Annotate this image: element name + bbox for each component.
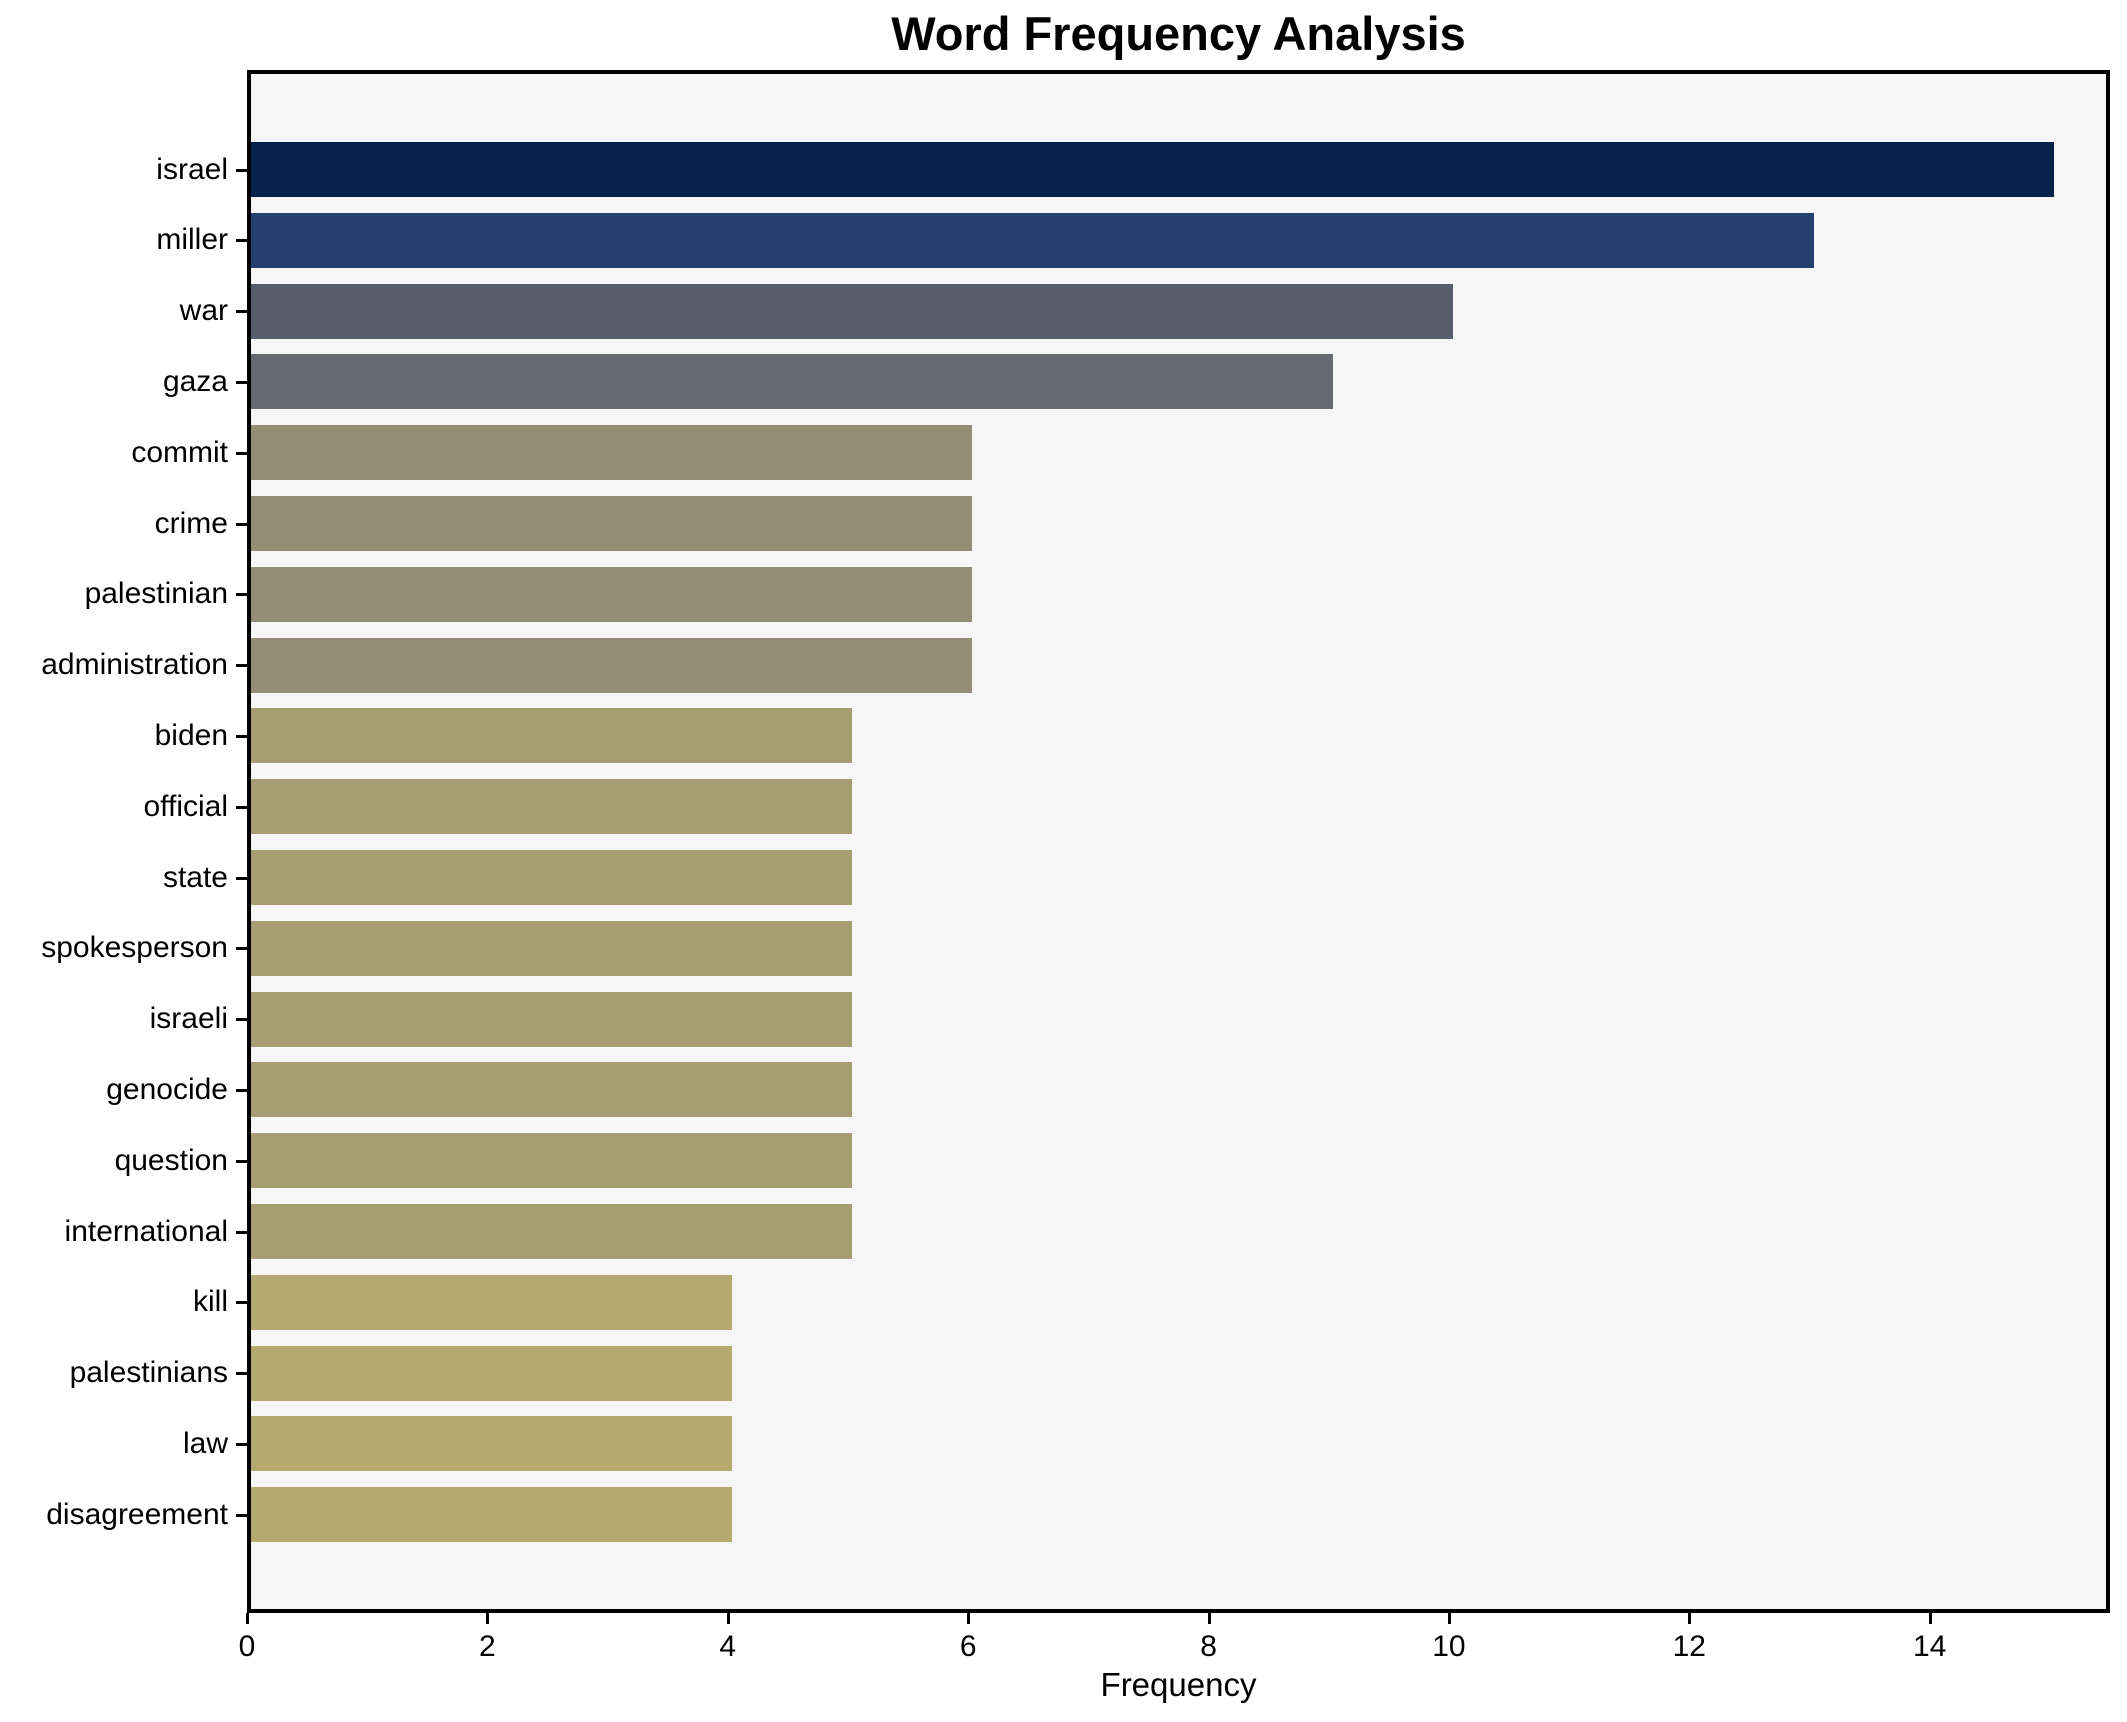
x-tick-mark xyxy=(1207,1613,1211,1624)
bar-spokesperson xyxy=(251,920,852,976)
x-tick-label-6: 6 xyxy=(959,1630,977,1663)
y-tick-label-genocide: genocide xyxy=(106,1072,228,1106)
y-tick-label-israeli: israeli xyxy=(149,1002,228,1036)
bar-law xyxy=(251,1416,732,1472)
bar-commit xyxy=(251,425,973,481)
y-tick-label-war: war xyxy=(179,294,228,328)
y-tick-label-spokesperson: spokesperson xyxy=(41,931,228,965)
x-tick-label-0: 0 xyxy=(238,1630,256,1663)
bar-official xyxy=(251,779,852,835)
y-tick-label-crime: crime xyxy=(154,506,228,540)
y-tick-mark xyxy=(236,168,247,172)
bar-palestinians xyxy=(251,1345,732,1401)
y-tick-label-palestinian: palestinian xyxy=(84,577,228,611)
y-tick-mark xyxy=(236,1372,247,1376)
y-tick-label-official: official xyxy=(143,789,229,823)
x-tick-mark xyxy=(726,1613,730,1624)
y-tick-label-international: international xyxy=(64,1214,228,1248)
y-tick-mark xyxy=(236,451,247,455)
bar-miller xyxy=(251,212,1814,268)
chart-title: Word Frequency Analysis xyxy=(891,7,1466,60)
y-tick-label-disagreement: disagreement xyxy=(46,1497,228,1531)
y-tick-label-state: state xyxy=(162,860,228,894)
y-tick-label-palestinians: palestinians xyxy=(69,1356,228,1390)
x-tick-label-2: 2 xyxy=(479,1630,496,1663)
y-tick-mark xyxy=(236,947,247,951)
x-tick-label-10: 10 xyxy=(1432,1630,1466,1663)
bar-gaza xyxy=(251,354,1333,410)
x-tick-mark xyxy=(967,1613,971,1624)
y-tick-mark xyxy=(236,734,247,738)
bar-palestinian xyxy=(251,566,973,622)
x-tick-mark xyxy=(1928,1613,1932,1624)
x-tick-label-14: 14 xyxy=(1913,1630,1947,1663)
x-tick-label-4: 4 xyxy=(719,1630,737,1663)
bar-administration xyxy=(251,637,973,693)
x-tick-mark xyxy=(1688,1613,1692,1624)
bar-kill xyxy=(251,1274,732,1330)
y-tick-mark xyxy=(236,1230,247,1234)
y-tick-label-israel: israel xyxy=(156,152,228,186)
y-tick-mark xyxy=(236,380,247,384)
y-tick-label-commit: commit xyxy=(131,435,228,469)
y-tick-mark xyxy=(236,664,247,668)
y-tick-mark xyxy=(236,876,247,880)
bar-disagreement xyxy=(251,1487,732,1543)
bar-state xyxy=(251,850,852,905)
y-tick-label-biden: biden xyxy=(154,718,228,752)
y-tick-mark xyxy=(236,310,247,314)
bar-crime xyxy=(251,496,973,551)
y-tick-mark xyxy=(236,1088,247,1092)
y-tick-mark xyxy=(236,805,247,809)
x-tick-mark xyxy=(486,1613,490,1624)
plot-area xyxy=(247,70,2110,1613)
x-tick-mark xyxy=(246,1613,249,1624)
bar-genocide xyxy=(251,1062,852,1118)
bar-israel xyxy=(251,142,2054,197)
bar-international xyxy=(251,1204,852,1259)
x-axis-label: Frequency xyxy=(1100,1666,1257,1703)
y-tick-mark xyxy=(236,1442,247,1446)
y-tick-label-gaza: gaza xyxy=(162,364,228,398)
y-tick-label-question: question xyxy=(114,1143,228,1177)
y-tick-label-administration: administration xyxy=(41,648,228,682)
y-tick-mark xyxy=(236,1159,247,1163)
bar-biden xyxy=(251,708,852,764)
y-tick-label-law: law xyxy=(182,1426,228,1460)
y-tick-mark xyxy=(236,522,247,526)
y-tick-label-kill: kill xyxy=(193,1285,228,1319)
x-tick-label-8: 8 xyxy=(1200,1630,1217,1663)
bar-war xyxy=(251,283,1453,339)
y-tick-mark xyxy=(236,593,247,597)
y-tick-label-miller: miller xyxy=(156,223,228,257)
y-tick-mark xyxy=(236,1018,247,1022)
y-tick-mark xyxy=(236,1513,247,1517)
y-tick-mark xyxy=(236,239,247,243)
bar-question xyxy=(251,1133,852,1189)
x-tick-mark xyxy=(1447,1613,1451,1624)
y-tick-mark xyxy=(236,1301,247,1305)
x-tick-label-12: 12 xyxy=(1672,1630,1706,1663)
bar-israeli xyxy=(251,991,852,1047)
